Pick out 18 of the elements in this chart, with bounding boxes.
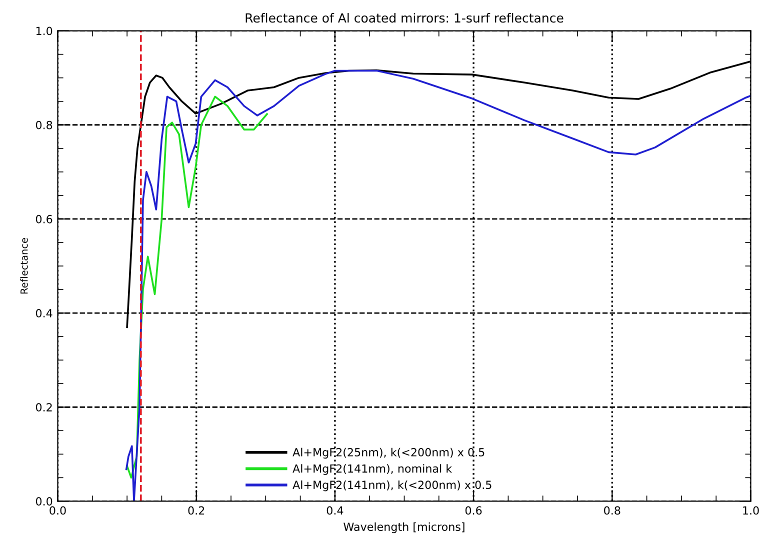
x-tick-label: 0.6 xyxy=(465,506,482,515)
x-tick-label: 0.8 xyxy=(604,506,620,515)
legend-label: Al+MgF2(25nm), k(<200nm) x 0.5 xyxy=(292,448,484,459)
legend-label: Al+MgF2(141nm), k(<200nm) x 0.5 xyxy=(292,480,492,492)
y-tick-label: 1.0 xyxy=(36,26,52,36)
x-tick-label: 1.0 xyxy=(743,506,759,515)
y-tick-label: 0.0 xyxy=(36,497,52,506)
y-tick-label: 0.2 xyxy=(36,403,52,412)
x-tick-label: 0.2 xyxy=(188,506,204,515)
y-tick-label: 0.4 xyxy=(36,309,52,318)
legend-label: Al+MgF2(141nm), nominal k xyxy=(292,464,452,475)
x-tick-label: 0.4 xyxy=(326,506,344,515)
y-tick-label: 0.6 xyxy=(36,214,52,224)
y-tick-label: 0.8 xyxy=(36,120,52,130)
y-axis-title: Reflectance xyxy=(20,238,28,294)
chart-title: Reflectance of Al coated mirrors: 1-surf reflectance xyxy=(246,12,564,23)
x-tick-label: 0.0 xyxy=(50,506,66,515)
x-axis-title: Wavelength [microns] xyxy=(344,522,464,534)
